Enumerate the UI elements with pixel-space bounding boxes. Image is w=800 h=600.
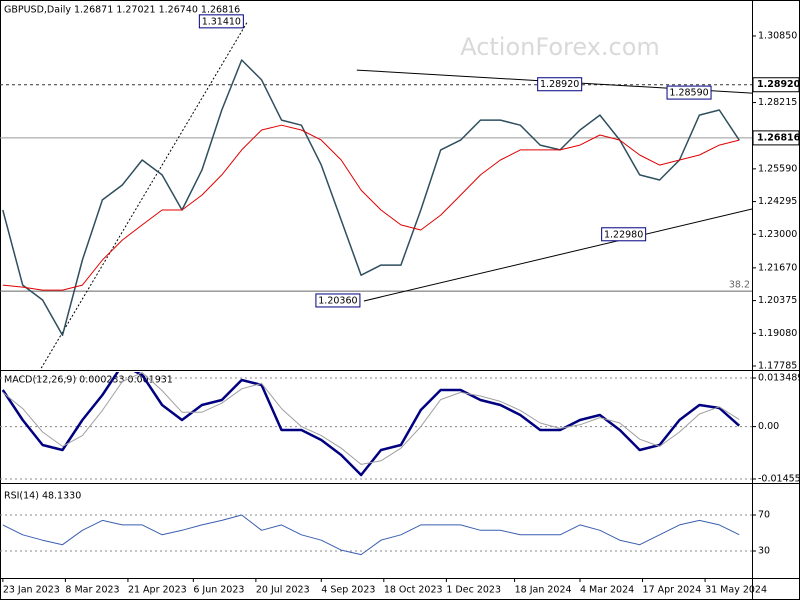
level-label-box [752,77,800,93]
macd-title: MACD(12,26,9) 0.000233 0.001931 [4,375,173,386]
annotation-box [198,14,244,29]
fib-label: 38.2 [729,280,750,291]
y-tick-label: 1.20375 [758,295,797,306]
annotation-label: 1.31410 [202,16,241,27]
y-tick-label: 1.28215 [758,97,797,108]
x-tick-label: 31 May 2024 [705,585,767,596]
y-tick-label: 1.19080 [758,328,797,339]
x-tick-label: 18 Oct 2023 [384,585,443,596]
annotation-label: 1.28590 [669,88,708,99]
trendline [40,21,248,369]
x-tick-label: 18 Jan 2024 [515,585,572,596]
series-line [2,59,740,337]
annotation-box [666,85,712,100]
x-tick-label: 8 Mar 2023 [65,585,119,596]
y-tick-label: 1.21670 [758,262,797,273]
x-tick-label: 4 Sep 2023 [321,585,375,596]
y-tick-label: 1.24295 [758,196,797,207]
x-tick-label: 23 Jan 2023 [3,585,60,596]
y-tick-label: 0.00 [758,421,779,432]
x-tick-label: 6 Jun 2023 [193,585,244,596]
y-tick-label: 0.013489 [758,373,800,384]
y-tick-label: 30 [758,546,770,557]
level-label: 1.28920 [757,79,800,90]
x-tick-label: 17 Apr 2024 [643,585,702,596]
y-tick-label: 70 [758,510,770,521]
rsi-title: RSI(14) 48.1330 [4,491,81,502]
trendline [363,208,752,302]
x-tick-label: 21 Apr 2023 [128,585,187,596]
annotation-label: 1.20360 [318,295,357,306]
series-line [2,514,740,556]
watermark: ActionForex.com [460,33,660,61]
y-tick-label: 1.23000 [758,229,797,240]
x-tick-label: 20 Jul 2023 [256,585,310,596]
x-tick-label: 1 Dec 2023 [446,585,501,596]
series-line [2,124,740,291]
annotation-box [601,227,647,242]
annotation-box [315,293,361,308]
level-label: 1.26816 [757,132,800,143]
y-tick-label: 1.25590 [758,163,797,174]
y-tick-label: -0.014554 [758,473,800,484]
y-tick-label: 1.17785 [758,361,797,372]
annotation-box [537,77,583,92]
annotation-label: 1.28920 [540,79,579,90]
chart-title: GBPUSD,Daily 1.26871 1.27021 1.26740 1.2… [4,5,240,16]
series-line [2,372,740,465]
annotation-label: 1.22980 [604,229,643,240]
x-tick-label: 4 Mar 2024 [580,585,634,596]
level-label-box [752,130,800,146]
y-tick-label: 1.30850 [758,30,797,41]
